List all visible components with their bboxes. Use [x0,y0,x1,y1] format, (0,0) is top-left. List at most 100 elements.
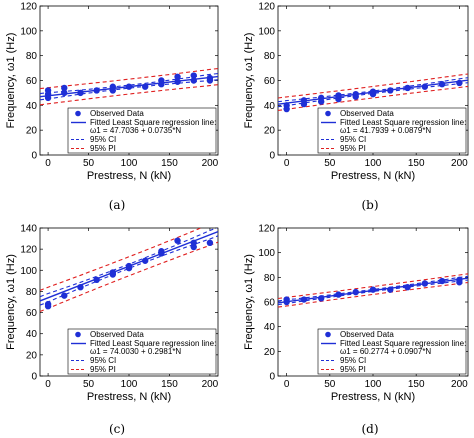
x-tick-label: 100 [121,158,138,169]
ci-upper-line [40,228,218,298]
data-point [283,298,290,306]
x-axis-label: Prestress, N (kN) [331,391,415,403]
x-tick-label: 150 [408,158,425,169]
x-tick-label: 200 [202,158,219,169]
data-point [61,89,68,97]
y-tick-label: 0 [269,151,275,162]
panel-caption: (b) [361,198,378,212]
legend-label-ci: 95% CI [340,356,366,365]
y-tick-label: 80 [264,51,276,62]
data-point [404,84,411,92]
data-point [206,239,214,246]
y-tick-label: 80 [26,51,38,62]
plot-content [40,228,218,313]
data-point [456,79,463,87]
legend-label-pi: 95% PI [340,144,366,153]
data-point [61,84,68,92]
legend-marker-observed [325,110,331,117]
legend-label-pi: 95% PI [90,365,116,374]
ci-lower-line [40,79,218,101]
data-point [190,239,197,246]
x-axis-label: Prestress, N (kN) [331,170,415,182]
x-tick-label: 0 [284,379,290,390]
y-tick-label: 0 [31,151,37,162]
y-tick-label: 120 [258,2,275,13]
x-tick-label: 100 [365,158,382,169]
y-tick-label: 40 [264,101,276,112]
pi-upper-line [278,273,468,300]
legend-label-pi: 95% PI [340,365,366,374]
y-tick-label: 20 [264,347,276,358]
legend-label-equation: ω1 = 47.7036 + 0.0735*N [90,126,181,135]
data-point [456,279,463,286]
plot-content [278,73,468,113]
chart-panel-1: 0 50 100 150 200 0 20 40 60 80 100 120 Prestress, N … [5,2,219,213]
legend-box [67,328,217,375]
panel-caption: (d) [361,422,378,436]
legend-label-observed: Observed Data [90,109,144,118]
data-point [335,95,342,103]
data-point [174,78,181,85]
x-tick-label: 50 [83,158,95,169]
chart-panel-2: 0 50 100 150 200 0 20 40 60 80 100 120 Prestress, N … [243,2,469,212]
data-point [174,237,181,244]
pi-upper-line [278,73,468,99]
data-point [352,288,359,296]
y-tick-label: 100 [20,266,37,277]
pi-lower-line [278,281,468,308]
x-tick-label: 150 [408,379,425,390]
data-point [125,264,133,272]
plot-content [40,67,218,106]
y-tick-label: 20 [26,126,38,137]
pi-upper-line [40,228,203,291]
legend-label-fit: Fitted Least Square regression line: [90,118,216,127]
data-point [369,90,377,98]
y-tick-label: 100 [20,26,37,37]
legend-label-fit: Fitted Least Square regression line: [340,339,466,348]
data-point [93,87,100,94]
y-tick-label: 60 [264,298,276,309]
data-point [300,296,308,303]
y-tick-label: 80 [264,273,276,284]
x-tick-label: 50 [83,379,95,390]
y-tick-label: 40 [26,101,38,112]
x-tick-label: 100 [121,379,138,390]
x-tick-label: 0 [284,158,290,169]
legend-label-pi: 95% PI [90,144,116,153]
data-point [190,72,197,79]
legend-label-observed: Observed Data [340,330,394,339]
legend-label-equation: ω1 = 74.0030 + 0.2981*N [90,347,181,356]
legend-label-equation: ω1 = 60.2774 + 0.0907*N [340,347,431,356]
legend-label-ci: 95% CI [90,356,116,365]
ci-upper-line [40,72,218,95]
legend-box [67,107,217,154]
data-point [77,89,84,97]
y-tick-label: 100 [258,26,275,37]
data-point [141,83,149,90]
data-point [44,303,52,310]
pi-lower-line [278,85,468,111]
x-tick-label: 200 [451,158,468,169]
data-point [174,73,181,80]
data-point [190,77,197,84]
x-tick-label: 200 [451,379,468,390]
y-tick-label: 100 [258,248,275,259]
legend-label-ci: 95% CI [340,135,366,144]
legend-marker-observed [75,110,81,117]
data-point [158,81,165,88]
legend-box [317,328,467,375]
y-axis-label: Frequency, ω1 (Hz) [243,254,255,350]
legend-label-equation: ω1 = 41.7939 + 0.0879*N [340,126,431,135]
y-tick-label: 60 [26,76,38,87]
legend-box [317,107,467,154]
data-point [125,83,133,90]
x-axis-label: Prestress, N (kN) [87,391,171,403]
y-tick-label: 20 [264,126,276,137]
data-point [109,271,117,278]
panel-caption: (c) [109,422,125,436]
data-point [404,284,411,291]
data-point [93,276,100,283]
